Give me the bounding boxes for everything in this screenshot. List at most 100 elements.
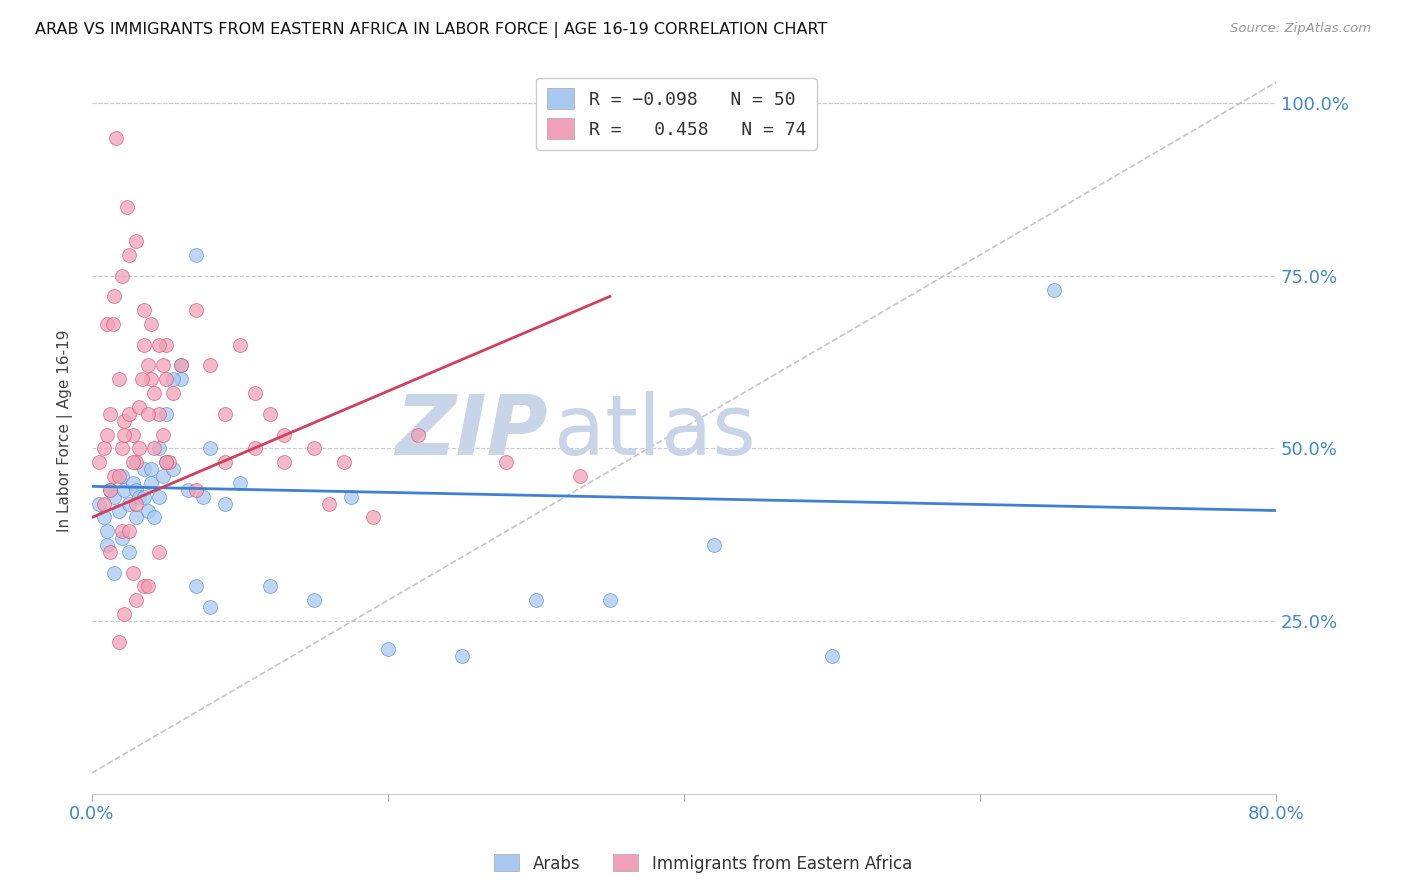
Point [96,538,118,552]
Point [110,469,132,483]
Point [273,455,295,469]
Text: atlas: atlas [554,391,755,472]
Point [128,442,150,456]
Point [98,545,121,559]
Point [132,579,155,593]
Point [110,531,132,545]
Point [128,490,150,504]
Point [177,483,200,497]
Point [122,475,145,490]
Point [157,455,180,469]
Point [184,303,207,318]
Point [103,289,125,303]
Point [104,130,127,145]
Point [155,407,177,421]
Legend: Arabs, Immigrants from Eastern Africa: Arabs, Immigrants from Eastern Africa [488,847,918,880]
Point [101,317,124,331]
Point [162,462,184,476]
Point [229,475,252,490]
Point [89,455,111,469]
Point [118,497,141,511]
Point [318,497,340,511]
Point [1043,283,1066,297]
Point [103,490,125,504]
Point [122,455,145,469]
Point [107,372,129,386]
Point [136,407,159,421]
Point [184,483,207,497]
Point [117,200,139,214]
Point [136,579,159,593]
Point [96,317,118,331]
Point [125,483,148,497]
Point [114,427,136,442]
Point [114,483,136,497]
Point [114,414,136,428]
Point [122,566,145,580]
Point [229,338,252,352]
Point [132,338,155,352]
Point [110,524,132,539]
Point [139,317,162,331]
Point [184,579,207,593]
Point [148,338,170,352]
Point [214,455,236,469]
Point [152,359,174,373]
Point [118,407,141,421]
Point [96,524,118,539]
Point [118,248,141,262]
Point [451,648,474,663]
Point [243,442,266,456]
Point [302,593,325,607]
Point [155,455,177,469]
Point [214,407,236,421]
Point [495,455,517,469]
Point [569,469,592,483]
Point [524,593,547,607]
Point [148,407,170,421]
Point [93,497,115,511]
Point [200,442,222,456]
Point [155,455,177,469]
Point [143,510,166,524]
Point [361,510,384,524]
Point [122,427,145,442]
Point [125,234,148,248]
Point [89,497,111,511]
Point [200,359,222,373]
Point [98,483,121,497]
Text: ZIP: ZIP [395,391,548,472]
Point [139,372,162,386]
Point [136,503,159,517]
Point [377,641,399,656]
Point [703,538,725,552]
Point [599,593,621,607]
Point [162,386,184,401]
Point [136,359,159,373]
Text: ARAB VS IMMIGRANTS FROM EASTERN AFRICA IN LABOR FORCE | AGE 16-19 CORRELATION CH: ARAB VS IMMIGRANTS FROM EASTERN AFRICA I… [35,22,828,38]
Point [184,248,207,262]
Legend: R = −0.098   N = 50, R =   0.458   N = 74: R = −0.098 N = 50, R = 0.458 N = 74 [536,78,817,150]
Point [98,407,121,421]
Point [128,400,150,414]
Point [118,524,141,539]
Point [170,359,193,373]
Point [170,359,193,373]
Point [132,303,155,318]
Point [143,386,166,401]
Point [107,469,129,483]
Point [125,455,148,469]
Point [93,510,115,524]
Point [243,386,266,401]
Point [114,607,136,621]
Point [332,455,354,469]
Point [96,427,118,442]
Point [214,497,236,511]
Point [103,566,125,580]
Point [107,634,129,648]
Point [118,545,141,559]
Point [93,442,115,456]
Point [125,510,148,524]
Point [139,462,162,476]
Point [152,427,174,442]
